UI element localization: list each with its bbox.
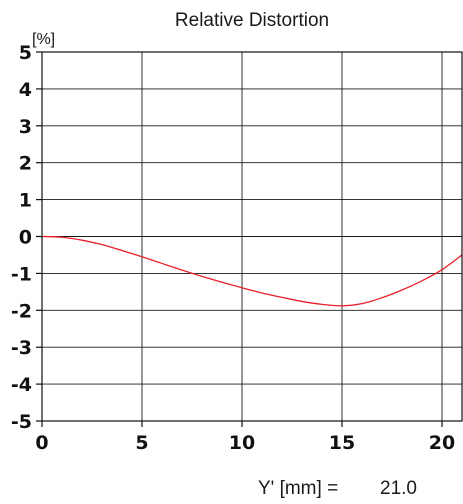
series-layer [41,235,463,307]
x-tick-label-2: 10 [229,432,255,454]
y-tick-label-9: -4 [11,374,32,396]
y-tick-label-0: 5 [19,42,32,64]
x-tick-label-1: 5 [135,432,148,454]
y-tick-label-6: -1 [11,263,32,285]
y-tick-label-5: 0 [19,227,32,249]
y-tick-label-7: -2 [11,300,32,322]
x-tick-labels: 0 5 10 15 20 [35,432,455,454]
y-tick-label-1: 4 [19,79,32,101]
y-axis-unit: [%] [32,31,55,48]
y-tick-label-2: 3 [19,116,32,138]
x-tick-label-0: 0 [35,432,48,454]
plot-frame [41,51,463,422]
y-tick-label-4: 1 [19,190,32,212]
footer-value: 21.0 [380,478,417,499]
chart-title: Relative Distortion [175,10,329,31]
footer-label: Y' [mm] = [258,478,338,499]
series-line-0 [41,235,463,307]
x-tick-label-4: 20 [429,432,455,454]
y-tick-label-8: -3 [11,337,32,359]
y-tick-labels: 5 4 3 2 1 0 -1 -2 -3 -4 -5 [11,42,32,433]
x-tick-label-3: 15 [329,432,355,454]
grid-lines [36,51,462,427]
y-tick-label-10: -5 [11,411,32,433]
y-tick-label-3: 2 [19,153,32,175]
